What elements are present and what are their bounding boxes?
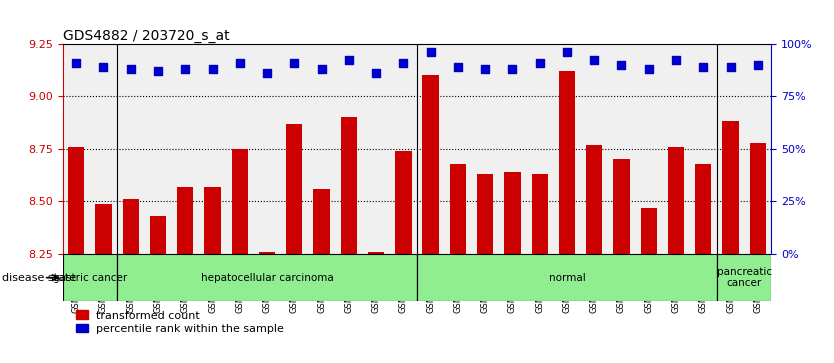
Bar <box>68 147 84 254</box>
Text: gastric cancer: gastric cancer <box>53 273 127 283</box>
Bar <box>477 174 494 254</box>
Bar <box>695 164 711 254</box>
Point <box>234 60 247 65</box>
Bar <box>340 117 357 254</box>
Bar <box>117 254 417 301</box>
Text: GDS4882 / 203720_s_at: GDS4882 / 203720_s_at <box>63 29 229 42</box>
Point <box>587 57 600 63</box>
Point <box>397 60 410 65</box>
Bar <box>259 252 275 254</box>
Legend: transformed count, percentile rank within the sample: transformed count, percentile rank withi… <box>77 310 284 334</box>
Point <box>642 66 656 72</box>
Point <box>451 64 465 70</box>
Text: normal: normal <box>549 273 585 283</box>
Point <box>206 66 219 72</box>
Bar <box>417 254 717 301</box>
Point <box>369 70 383 76</box>
Point <box>151 68 164 74</box>
Point <box>696 64 710 70</box>
Bar <box>717 254 771 301</box>
Bar <box>150 216 166 254</box>
Bar <box>232 149 248 254</box>
Point <box>751 62 765 68</box>
Point <box>315 66 329 72</box>
Point <box>69 60 83 65</box>
Bar <box>559 71 575 254</box>
Text: disease state: disease state <box>2 273 76 283</box>
Bar <box>95 204 112 254</box>
Point <box>260 70 274 76</box>
Point <box>560 49 574 55</box>
Bar <box>613 159 630 254</box>
Bar <box>314 189 329 254</box>
Bar <box>641 208 657 254</box>
Bar <box>123 199 139 254</box>
Bar <box>177 187 193 254</box>
Point <box>178 66 192 72</box>
Bar <box>63 254 117 301</box>
Bar <box>668 147 684 254</box>
Point <box>424 49 437 55</box>
Point <box>670 57 683 63</box>
Bar <box>505 172 520 254</box>
Bar <box>423 75 439 254</box>
Bar <box>286 123 303 254</box>
Bar <box>586 144 602 254</box>
Point <box>724 64 737 70</box>
Point <box>615 62 628 68</box>
Point <box>342 57 355 63</box>
Bar <box>531 174 548 254</box>
Point <box>97 64 110 70</box>
Bar <box>395 151 411 254</box>
Bar <box>722 122 739 254</box>
Point <box>505 66 519 72</box>
Point <box>479 66 492 72</box>
Bar <box>204 187 221 254</box>
Bar <box>750 143 766 254</box>
Text: hepatocellular carcinoma: hepatocellular carcinoma <box>201 273 334 283</box>
Text: pancreatic
cancer: pancreatic cancer <box>716 267 771 289</box>
Bar <box>368 252 384 254</box>
Point <box>124 66 138 72</box>
Point <box>533 60 546 65</box>
Point <box>288 60 301 65</box>
Bar <box>450 164 466 254</box>
